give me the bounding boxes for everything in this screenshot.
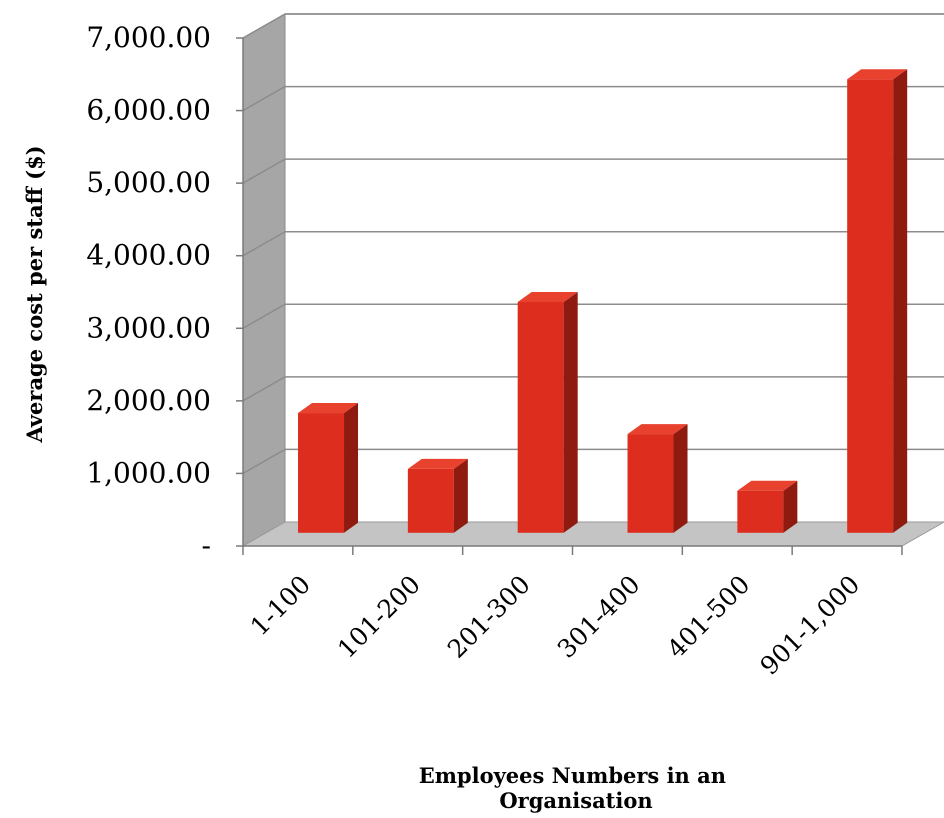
y-tick-labels: - 1,000.00 2,000.00 3,000.00 4,000.00 5,000.0… xyxy=(86,21,211,562)
bar-top xyxy=(407,458,468,469)
bar-top xyxy=(298,403,359,414)
x-axis-title-line-2: Organisation xyxy=(499,788,652,813)
bar-top xyxy=(737,480,798,491)
gridlines xyxy=(242,13,944,475)
x-tick-labels: 1-100 101-200 201-300 301-400 401-500 901-1,0… xyxy=(245,570,866,681)
gridline-wall xyxy=(242,448,286,475)
bar-front xyxy=(627,434,674,533)
gridline-wall xyxy=(242,158,286,184)
bar-side xyxy=(673,424,688,533)
bar-101-200 xyxy=(407,458,468,533)
bar-301-400 xyxy=(627,424,688,533)
y-tick-label: 7,000.00 xyxy=(86,21,211,54)
y-tick-label: 2,000.00 xyxy=(86,384,211,417)
gridline-wall xyxy=(242,13,286,39)
y-tick-label: - xyxy=(202,529,211,562)
bar-401-500 xyxy=(737,480,798,533)
y-tick-label: 6,000.00 xyxy=(86,94,211,127)
left-wall xyxy=(242,13,286,547)
x-tick-label: 101-200 xyxy=(332,570,426,664)
bar-side xyxy=(563,292,578,533)
bar-side xyxy=(783,480,798,533)
gridline-wall xyxy=(242,303,286,329)
bar-side xyxy=(344,403,359,533)
x-axis-title-line-1: Employees Numbers in an xyxy=(419,763,726,788)
bar-front xyxy=(847,79,894,533)
y-tick-label: 1,000.00 xyxy=(86,456,211,489)
bar-901-1,000 xyxy=(847,69,908,533)
y-tick-label: 4,000.00 xyxy=(86,239,211,272)
y-tick-label: 5,000.00 xyxy=(86,166,211,199)
bar-side xyxy=(893,69,908,533)
bar-201-300 xyxy=(517,292,578,533)
bar-side xyxy=(453,458,468,533)
x-tick-label: 401-500 xyxy=(662,570,756,664)
bar-front xyxy=(298,413,345,533)
y-tick-label: 3,000.00 xyxy=(86,311,211,344)
x-tick-label: 1-100 xyxy=(245,570,316,641)
gridline-wall xyxy=(242,231,286,257)
bar-front xyxy=(517,302,564,533)
x-axis-title: Employees Numbers in an Organisation xyxy=(419,763,734,813)
axes xyxy=(236,37,903,555)
bar-front xyxy=(407,468,454,533)
gridline-wall xyxy=(242,376,286,402)
x-tick-label: 301-400 xyxy=(552,570,646,664)
x-tick-label: 901-1,000 xyxy=(754,570,865,681)
bar-top xyxy=(847,69,908,80)
bar-top xyxy=(627,424,688,435)
bar-top xyxy=(517,292,578,303)
x-tick-label: 201-300 xyxy=(442,570,536,664)
gridline-wall xyxy=(242,85,286,112)
bars xyxy=(298,69,908,533)
bar-1-100 xyxy=(298,403,359,533)
bar-front xyxy=(737,490,784,533)
y-axis-title: Average cost per staff ($) xyxy=(22,145,47,443)
